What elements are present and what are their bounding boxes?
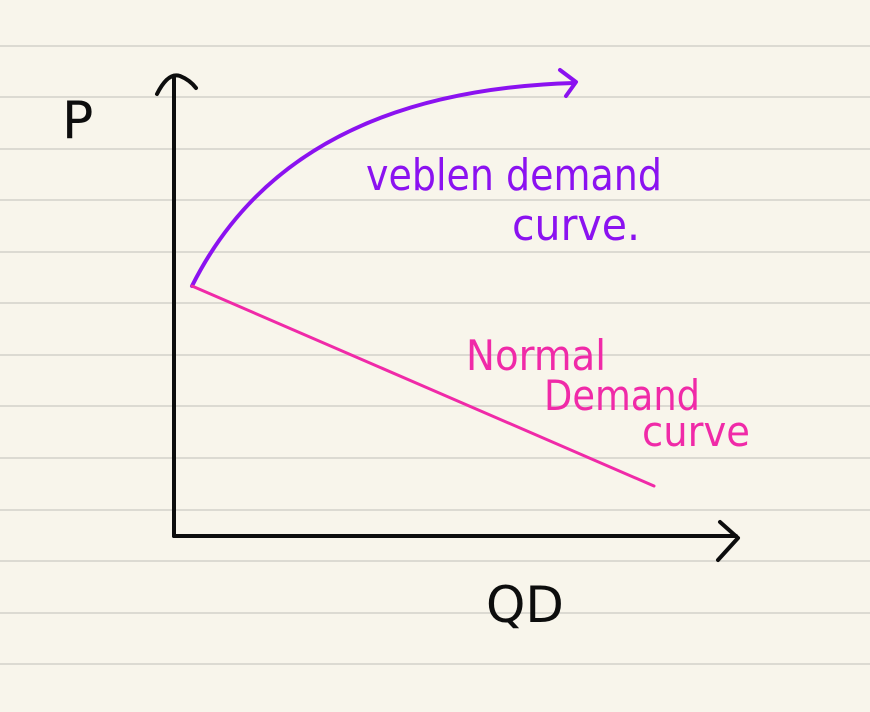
axes [155, 73, 740, 562]
veblen-curve-arrowhead [558, 68, 578, 98]
veblen-curve-group [190, 68, 578, 288]
y-axis-label: P [62, 91, 93, 151]
y-axis-arrowhead [155, 73, 198, 96]
veblen-label-line1: veblen demand [366, 150, 662, 201]
x-axis-label: QD [486, 576, 564, 634]
normal-label-line2: Demand [544, 371, 700, 420]
normal-label-line1: Normal [466, 331, 606, 380]
x-axis-arrowhead [716, 520, 740, 562]
normal-label-line3: curve [642, 407, 750, 456]
normal-demand-curve [190, 284, 656, 488]
veblen-label-line2: curve. [512, 200, 640, 251]
veblen-demand-curve [190, 81, 576, 288]
ruled-lines [0, 45, 870, 665]
